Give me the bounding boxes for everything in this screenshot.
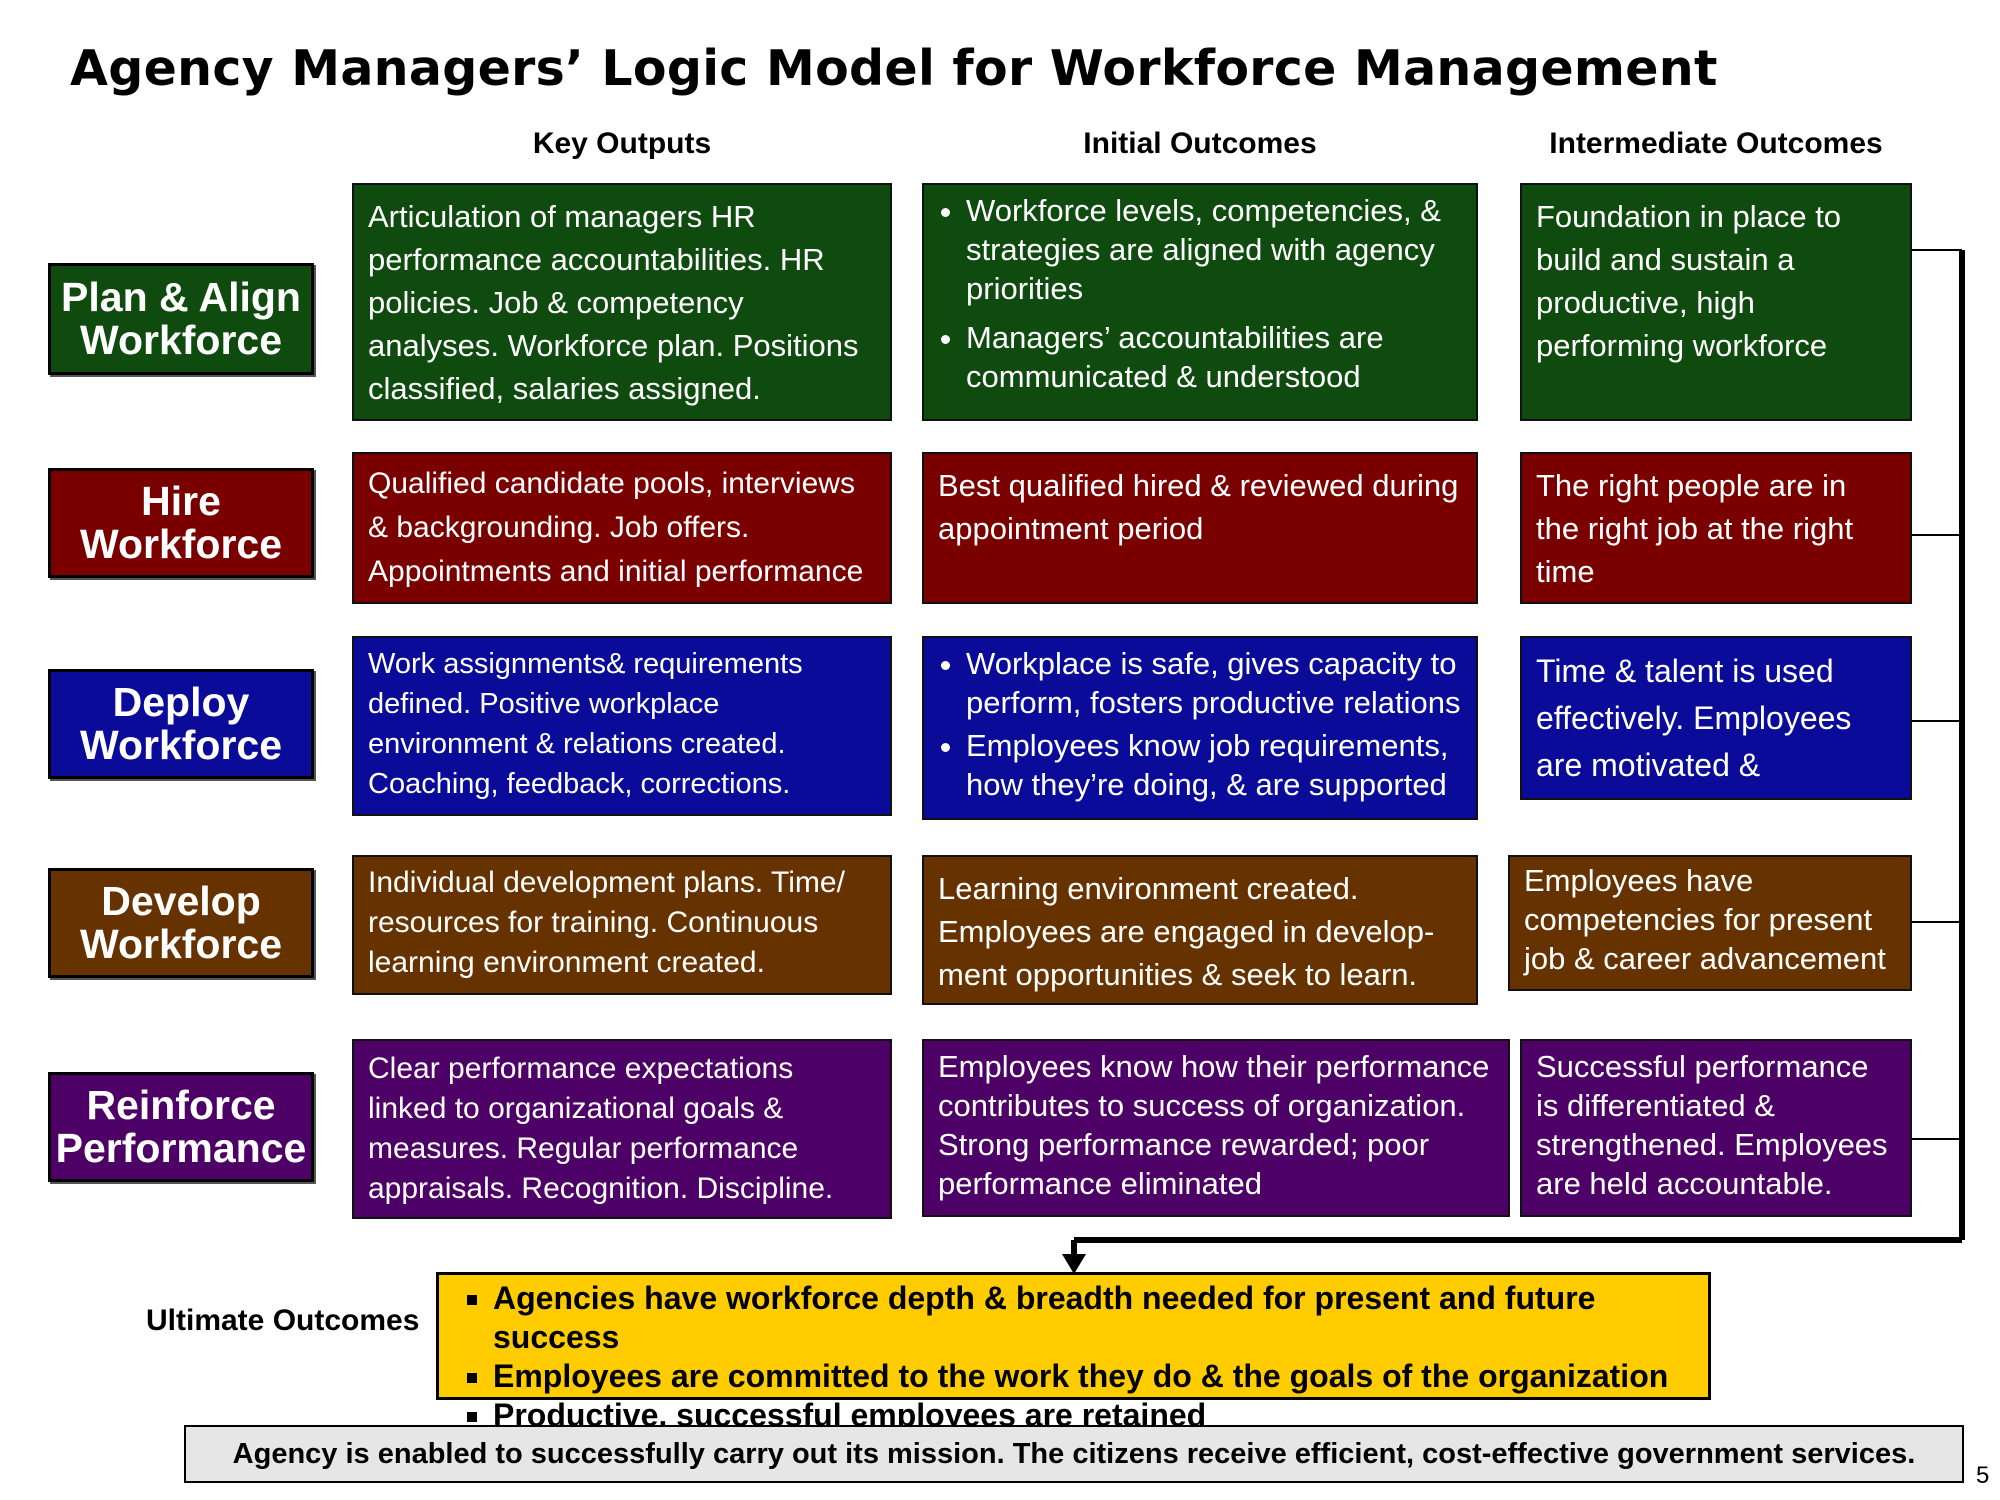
page-title: Agency Managers’ Logic Model for Workfor… — [70, 40, 1718, 97]
column-header-key-outputs: Key Outputs — [532, 127, 712, 160]
row-label-deploy: Deploy Workforce — [48, 669, 314, 779]
row-label-develop: Develop Workforce — [48, 868, 314, 978]
cell-hire-intermediate: The right people are in the right job at… — [1520, 452, 1912, 604]
column-header-initial-outcomes: Initial Outcomes — [1083, 127, 1317, 160]
cell-reinforce-initial: Employees know how their performance con… — [922, 1039, 1510, 1217]
list-item: Workplace is safe, gives capacity to per… — [966, 644, 1462, 722]
cell-hire-output: Qualified candidate pools, interviews & … — [352, 452, 892, 604]
cell-develop-intermediate: Employees have competencies for present … — [1508, 855, 1912, 991]
cell-reinforce-output: Clear performance expectations linked to… — [352, 1039, 892, 1219]
cell-reinforce-intermediate: Successful performance is differentiated… — [1520, 1039, 1912, 1217]
list-item: Managers’ accountabilities are communica… — [966, 318, 1462, 396]
cell-deploy-output: Work assignments& requirements defined. … — [352, 636, 892, 816]
list-item: Agencies have workforce depth & breadth … — [493, 1279, 1688, 1357]
cell-develop-initial: Learning environment created. Employees … — [922, 855, 1478, 1005]
cell-develop-output: Individual development plans. Time/ reso… — [352, 855, 892, 995]
list-item: Employees know job requirements, how the… — [966, 726, 1462, 804]
cell-hire-initial: Best qualified hired & reviewed during a… — [922, 452, 1478, 604]
arrow-down-icon — [1062, 1254, 1086, 1274]
cell-plan-intermediate: Foundation in place to build and sustain… — [1520, 183, 1912, 421]
page-number: 5 — [1976, 1462, 1990, 1489]
ultimate-outcomes-box: Agencies have workforce depth & breadth … — [436, 1272, 1711, 1433]
row-label-plan-align: Plan & Align Workforce — [48, 263, 314, 375]
row-label-reinforce: Reinforce Performance — [48, 1072, 314, 1182]
list-item: Workforce levels, competencies, & strate… — [966, 191, 1462, 308]
cell-deploy-initial: Workplace is safe, gives capacity to per… — [922, 636, 1478, 820]
list-item: Employees are committed to the work they… — [493, 1357, 1688, 1396]
mission-statement: Agency is enabled to successfully carry … — [184, 1425, 1964, 1483]
cell-deploy-intermediate: Time & talent is used effectively. Emplo… — [1520, 636, 1912, 800]
cell-plan-output: Articulation of managers HR performance … — [352, 183, 892, 421]
column-header-intermediate-outcomes: Intermediate Outcomes — [1549, 127, 1883, 160]
row-label-hire: Hire Workforce — [48, 468, 314, 578]
cell-plan-initial: Workforce levels, competencies, & strate… — [922, 183, 1478, 421]
ultimate-outcomes-label: Ultimate Outcomes — [146, 1304, 420, 1337]
